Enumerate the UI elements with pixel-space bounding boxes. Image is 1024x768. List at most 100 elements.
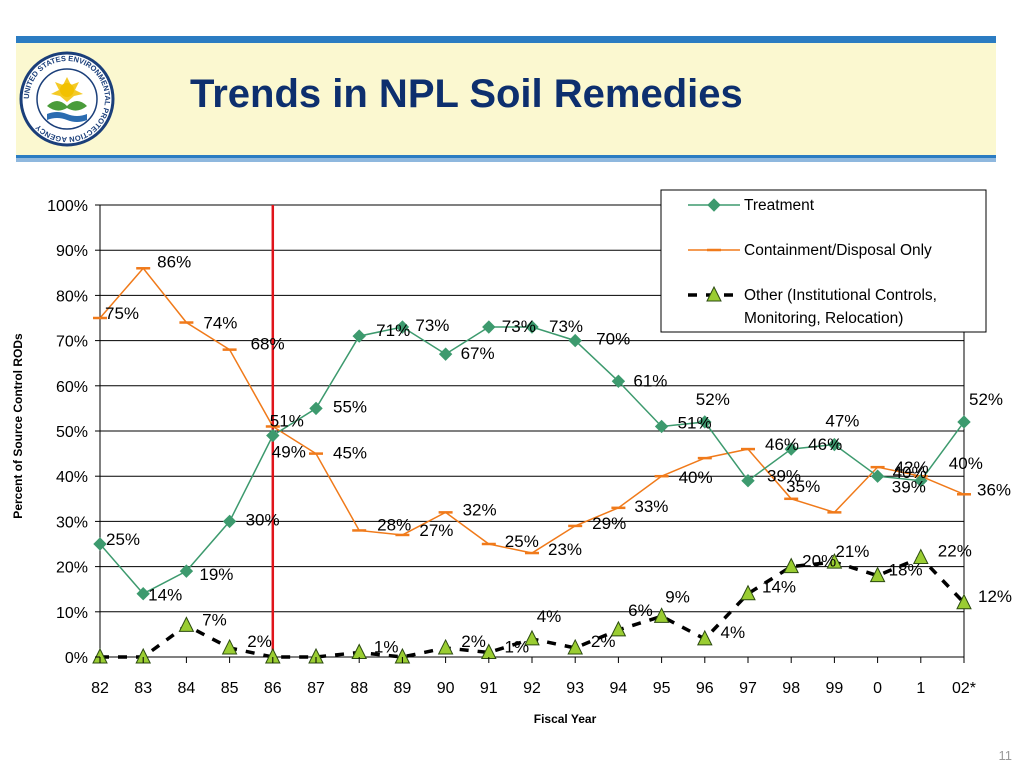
treatment-data-label: 30%: [246, 510, 280, 529]
title-banner-shadow: [16, 158, 996, 162]
other-point: [912, 548, 929, 565]
x-tick-label: 97: [739, 680, 757, 697]
other-point: [826, 552, 843, 569]
treatment-point: [741, 474, 755, 488]
x-tick-label: 0: [873, 680, 882, 697]
y-tick-label: 50%: [56, 424, 88, 441]
logo-petals: [51, 77, 83, 102]
x-tick-label: 82: [91, 680, 109, 697]
other-data-label: 6%: [628, 601, 653, 620]
legend-treatment-label: Treatment: [744, 197, 815, 214]
other-data-label: 2%: [247, 632, 272, 651]
y-tick-label: 0%: [65, 650, 88, 667]
containment-data-label: 25%: [505, 532, 539, 551]
treatment-point: [957, 415, 971, 429]
x-tick-label: 87: [307, 680, 325, 697]
containment-data-label: 42%: [895, 458, 929, 477]
other-point: [740, 584, 756, 601]
series-layer: [92, 205, 972, 664]
treatment-point: [222, 514, 237, 529]
treatment-data-label: 39%: [892, 478, 926, 497]
treatment-point: [654, 419, 669, 434]
other-data-label: 12%: [978, 587, 1012, 606]
other-data-label: 1%: [505, 637, 530, 656]
other-point: [610, 620, 627, 637]
treatment-point: [266, 428, 280, 443]
treatment-point: [179, 564, 194, 578]
legend-other-label-1: Other (Institutional Controls,: [744, 287, 937, 304]
treatment-data-label: 61%: [633, 371, 667, 390]
y-tick-label: 30%: [56, 514, 88, 531]
other-data-label: 14%: [762, 578, 796, 597]
treatment-data-label: 73%: [415, 316, 449, 335]
legend-treatment-marker: [707, 198, 721, 212]
other-data-label: 22%: [938, 542, 972, 561]
other-point: [696, 629, 713, 646]
containment-data-label: 36%: [977, 480, 1011, 499]
x-tick-label: 96: [696, 680, 714, 697]
other-point: [221, 638, 238, 655]
treatment-point: [611, 374, 626, 388]
y-tick-label: 40%: [56, 469, 88, 486]
treatment-data-label: 52%: [969, 390, 1003, 409]
y-axis-title: Percent of Source Control RODs: [11, 333, 25, 519]
other-data-label: 2%: [591, 632, 616, 651]
data-labels-layer: 25% 14% 19% 30% 49% 55% 71% 73% 67% 73% 73% 70% 61% 5…: [105, 252, 1012, 656]
treatment-data-label: 55%: [333, 397, 367, 416]
other-data-label: 20%: [802, 552, 836, 571]
slide-title: Trends in NPL Soil Remedies: [190, 72, 743, 116]
treatment-point: [784, 442, 798, 456]
treatment-data-label: 73%: [502, 317, 536, 336]
treatment-point: [352, 329, 366, 343]
containment-data-label: 45%: [333, 444, 367, 463]
other-data-label: 21%: [835, 542, 869, 561]
other-data-label: 9%: [665, 587, 690, 606]
treatment-data-label: 67%: [461, 344, 495, 363]
y-tick-label: 20%: [56, 560, 88, 577]
containment-data-label: 23%: [548, 540, 582, 559]
treatment-data-label: 14%: [148, 586, 182, 605]
other-data-label: 2%: [461, 632, 486, 651]
treatment-point: [568, 333, 582, 348]
treatment-point: [914, 474, 928, 488]
x-tick-label: 84: [178, 680, 196, 697]
treatment-data-label: 51%: [678, 413, 712, 432]
treatment-point: [482, 320, 496, 334]
x-tick-label: 02*: [952, 680, 976, 697]
other-data-label: 1%: [374, 637, 399, 656]
y-tick-label: 100%: [47, 198, 88, 215]
x-tick-label: 85: [221, 680, 239, 697]
x-tick-label: 86: [264, 680, 282, 697]
treatment-data-label: 47%: [825, 412, 859, 431]
treatment-data-label: 19%: [199, 565, 233, 584]
other-point: [524, 629, 540, 646]
treatment-point: [698, 415, 712, 429]
containment-data-label: 35%: [786, 477, 820, 496]
containment-data-label: 32%: [463, 500, 497, 519]
other-point: [783, 557, 800, 574]
legend-other-label-2: Monitoring, Relocation): [744, 310, 903, 327]
other-data-label: 7%: [202, 610, 227, 629]
legend-box: [660, 189, 987, 333]
other-point: [437, 638, 454, 655]
other-point: [567, 638, 584, 655]
x-tick-label: 95: [653, 680, 671, 697]
containment-data-label: 28%: [377, 515, 411, 534]
treatment-data-label: 25%: [106, 530, 140, 549]
y-tick-label: 60%: [56, 379, 88, 396]
y-tick-label: 90%: [56, 243, 88, 260]
other-point: [869, 566, 886, 583]
y-tick-label: 10%: [56, 605, 88, 622]
other-data-label: 18%: [889, 561, 923, 580]
containment-data-label: 33%: [634, 497, 668, 516]
treatment-data-label: 40%: [893, 463, 927, 482]
x-tick-label: 92: [523, 680, 541, 697]
treatment-data-label: 71%: [376, 321, 410, 340]
other-data-label: 4%: [721, 623, 746, 642]
treatment-data-label: 46%: [808, 435, 842, 454]
containment-data-label: 29%: [592, 514, 626, 533]
containment-data-label: 40%: [949, 454, 983, 473]
x-tick-label: 89: [394, 680, 412, 697]
treatment-point: [93, 537, 107, 551]
treatment-data-label: 70%: [596, 330, 630, 349]
